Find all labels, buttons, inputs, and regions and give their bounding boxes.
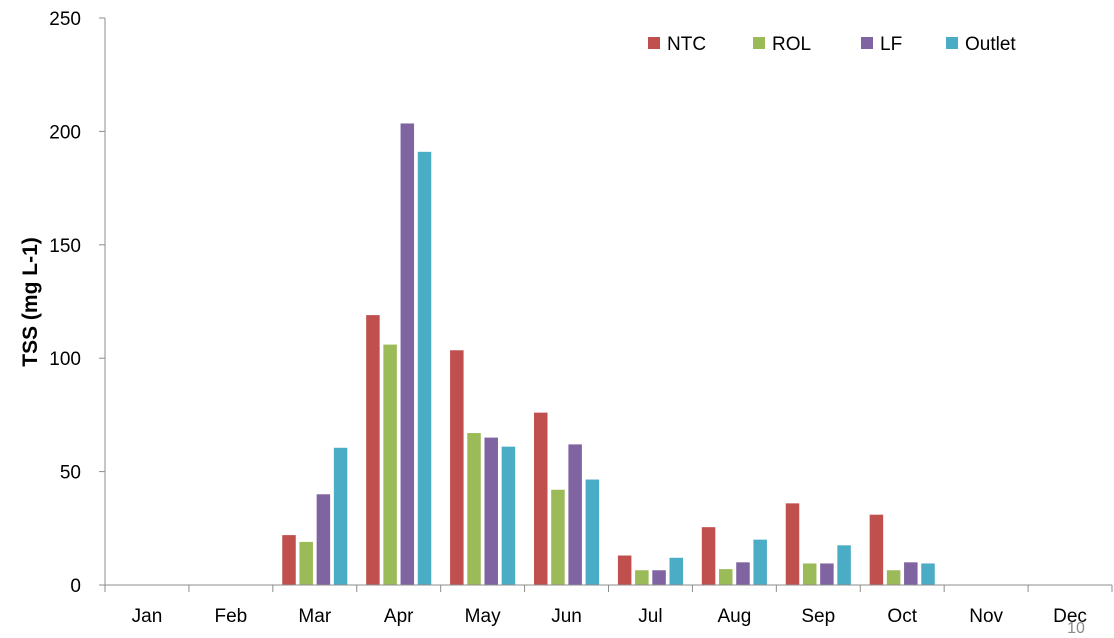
bar-ntc-mar [282, 535, 296, 585]
legend-swatch-lf [861, 37, 873, 49]
x-category-label: Sep [801, 606, 835, 627]
bar-lf-apr [400, 123, 415, 585]
y-tick-label: 150 [49, 236, 81, 257]
bar-outlet-oct [921, 563, 935, 585]
bar-lf-jun [568, 444, 582, 585]
bar-ntc-aug [701, 527, 716, 585]
y-tick-label: 200 [49, 122, 81, 143]
bar-rol-jul [635, 570, 649, 585]
x-category-label: Dec [1053, 606, 1087, 627]
bar-rol-sep [802, 563, 817, 585]
bar-rol-aug [719, 569, 733, 585]
bar-lf-aug [736, 562, 750, 585]
bar-lf-may [484, 437, 498, 585]
legend: NTC ROL LF Outlet [648, 34, 1016, 55]
x-category-label: Mar [298, 606, 331, 627]
x-category-label: Jul [638, 606, 662, 627]
bar-rol-mar [299, 541, 313, 585]
bar-lf-mar [316, 494, 331, 585]
bar-ntc-sep [785, 503, 800, 585]
bar-lf-oct [904, 562, 918, 585]
legend-swatch-rol [753, 37, 765, 49]
legend-swatch-ntc [648, 37, 660, 49]
y-tick-label: 0 [70, 576, 81, 597]
y-axis-title: TSS (mg L-1) [19, 237, 42, 367]
bar-outlet-may [501, 446, 516, 585]
x-category-label: Jun [551, 606, 582, 627]
y-tick-label: 50 [60, 463, 81, 484]
bar-ntc-apr [366, 315, 380, 585]
bar-outlet-jul [669, 557, 684, 585]
bar-outlet-mar [333, 447, 348, 585]
y-tick-label: 250 [49, 9, 81, 30]
x-category-label: Oct [887, 606, 917, 627]
bar-lf-jul [652, 570, 666, 585]
bar-outlet-jun [585, 479, 600, 585]
bar-lf-sep [820, 563, 834, 585]
bar-rol-apr [383, 344, 397, 585]
x-category-label: Feb [215, 606, 248, 627]
axes-layer: 0 50 100 150 200 250 Jan Feb Mar Apr May Jun Jul Aug S… [49, 9, 1113, 627]
legend-label-rol: ROL [772, 34, 811, 55]
bars-layer [282, 123, 935, 585]
bar-outlet-aug [753, 539, 767, 585]
bar-ntc-may [450, 350, 464, 585]
bar-ntc-jul [617, 555, 632, 585]
legend-swatch-outlet [946, 37, 958, 49]
legend-label-lf: LF [880, 34, 902, 55]
x-category-label: Nov [969, 606, 1003, 627]
bar-ntc-oct [869, 514, 884, 585]
bar-rol-oct [886, 570, 901, 585]
bar-outlet-sep [837, 545, 851, 585]
x-category-label: Jan [132, 606, 163, 627]
bar-rol-may [467, 433, 481, 585]
bar-ntc-jun [533, 412, 548, 585]
y-tick-label: 100 [49, 349, 81, 370]
legend-label-outlet: Outlet [965, 34, 1016, 55]
bar-outlet-apr [417, 151, 432, 585]
x-category-label: Aug [717, 606, 751, 627]
x-category-label: May [465, 606, 501, 627]
legend-label-ntc: NTC [667, 34, 706, 55]
page-number: 10 [1067, 620, 1085, 633]
bar-rol-jun [551, 489, 565, 585]
x-category-label: Apr [384, 606, 414, 627]
